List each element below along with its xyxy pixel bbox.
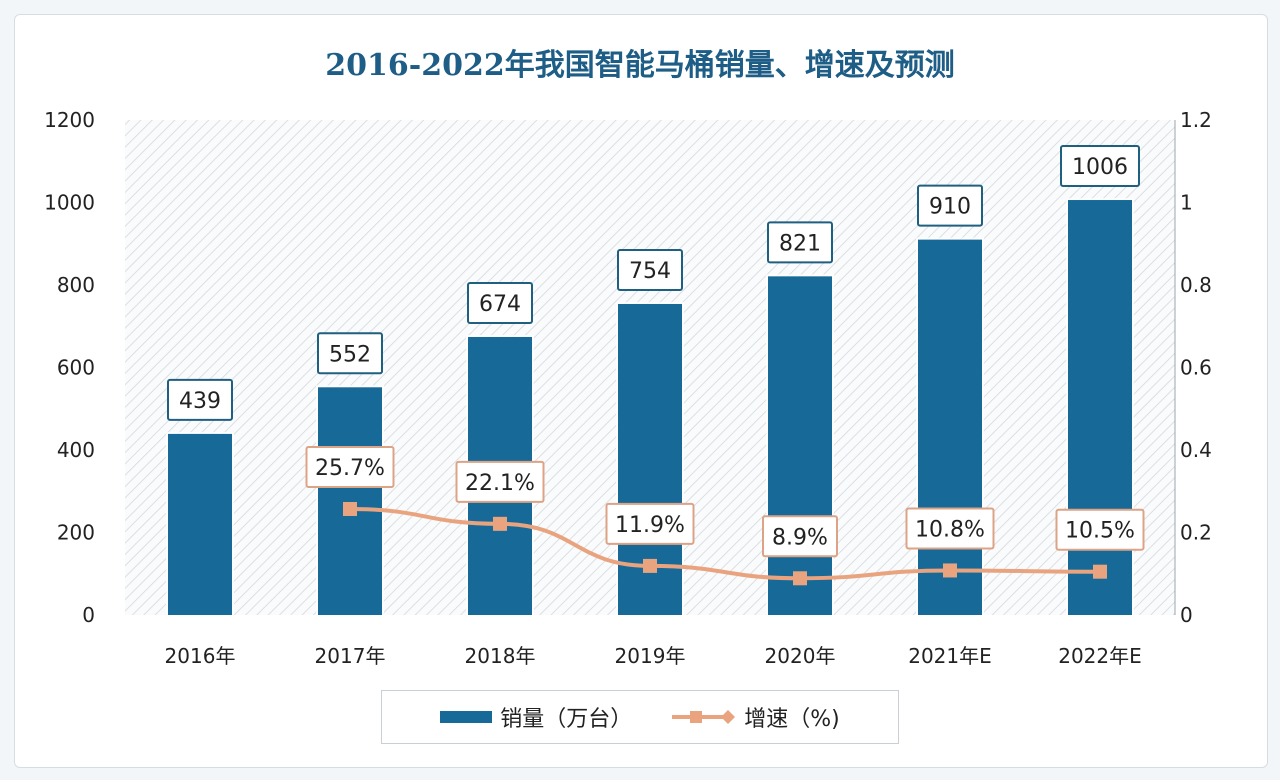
y-right-tick-label: 0: [1180, 603, 1193, 627]
legend-label: 销量（万台）: [500, 707, 633, 732]
growth-line: [349, 506, 1101, 581]
y-right-tick-label: 1: [1180, 191, 1193, 215]
bar-value-label: 910: [929, 195, 971, 220]
growth-value-label: 25.7%: [315, 456, 385, 481]
growth-value-label: 10.5%: [1065, 519, 1135, 544]
growth-marker: [943, 563, 957, 578]
bar-value-label: 674: [479, 292, 521, 317]
y-right-tick-label: 0.8: [1180, 273, 1212, 297]
legend: 销量（万台） 增速（%): [381, 690, 899, 744]
bar-label-box: [167, 378, 233, 421]
growth-marker: [1093, 564, 1107, 579]
bar-label-box: [917, 184, 983, 227]
bar-value-label: 754: [629, 259, 671, 284]
y-right-tick-label: 0.2: [1180, 521, 1212, 545]
bar-label-box: [1060, 145, 1140, 188]
y-left-tick-label: 200: [57, 521, 95, 545]
bar-value-label: 552: [329, 342, 371, 367]
growth-label-box: [605, 502, 695, 545]
bar: [1068, 200, 1132, 615]
bar: [168, 433, 232, 615]
x-tick-label: 2018年: [465, 644, 536, 668]
x-tick-label: 2016年: [165, 644, 236, 668]
bar: [318, 387, 382, 615]
growth-value-label: 22.1%: [465, 471, 535, 496]
growth-label-box: [455, 460, 545, 503]
growth-label-box: [1055, 508, 1145, 551]
growth-label-box: [905, 507, 995, 550]
bar: [918, 239, 982, 615]
growth-label-box: [305, 445, 395, 488]
y-left-tick-label: 1000: [44, 191, 95, 215]
y-left-tick-label: 400: [57, 438, 95, 462]
growth-label-box: [762, 515, 838, 558]
x-tick-label: 2022年E: [1058, 644, 1142, 668]
bar-label-box: [767, 221, 833, 264]
y-right-tick-label: 0.6: [1180, 356, 1212, 380]
y-left-tick-label: 1200: [44, 108, 95, 132]
bar-swatch-icon: [440, 711, 493, 723]
bar: [768, 276, 832, 615]
chart-title: 2016-2022年我国智能马桶销量、增速及预测: [325, 48, 955, 83]
line-marker-swatch-icon: [672, 710, 736, 724]
x-tick-label: 2017年: [315, 644, 386, 668]
x-tick-label: 2021年E: [908, 644, 992, 668]
growth-value-label: 10.8%: [915, 517, 985, 542]
growth-value-label: 8.9%: [772, 525, 828, 550]
x-tick-label: 2020年: [765, 644, 836, 668]
growth-marker: [793, 571, 807, 586]
legend-label: 增速（%): [744, 707, 840, 732]
x-tick-label: 2019年: [615, 644, 686, 668]
y-left-tick-label: 600: [57, 356, 95, 380]
y-left-tick-label: 0: [82, 603, 95, 627]
growth-marker: [343, 501, 357, 516]
growth-value-label: 11.9%: [615, 513, 685, 538]
bar-label-box: [467, 281, 533, 324]
legend-item-growth: 增速（%): [672, 701, 840, 733]
y-right-tick-label: 0.4: [1180, 438, 1212, 462]
y-right-tick-label: 1.2: [1180, 108, 1212, 132]
legend-item-sales: 销量（万台）: [440, 701, 632, 733]
growth-marker: [643, 558, 657, 573]
growth-marker: [493, 516, 507, 531]
y-left-tick-label: 800: [57, 273, 95, 297]
bar-label-box: [317, 332, 383, 375]
bar-value-label: 821: [779, 231, 821, 256]
bar-value-label: 439: [179, 389, 221, 414]
bar-value-label: 1006: [1072, 155, 1128, 180]
bar-label-box: [617, 248, 683, 291]
